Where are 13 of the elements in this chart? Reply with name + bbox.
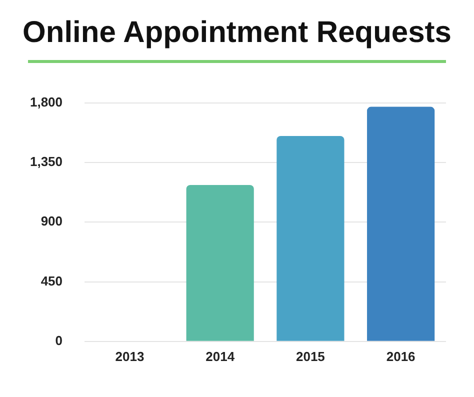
y-tick-label: 1,350 (30, 154, 63, 170)
x-tick-label: 2014 (206, 348, 236, 364)
x-tick-label: 2016 (386, 348, 416, 364)
y-tick-label: 0 (55, 332, 63, 348)
chart-title: Online Appointment Requests (22, 16, 452, 50)
y-tick-label: 450 (40, 273, 63, 288)
x-tick-label: 2013 (115, 348, 144, 364)
x-tick-label: 2015 (296, 348, 325, 364)
bar (367, 106, 435, 341)
bar (186, 184, 254, 341)
y-tick-label: 900 (40, 214, 63, 229)
bar (276, 136, 344, 341)
y-tick-label: 1,800 (30, 94, 63, 110)
